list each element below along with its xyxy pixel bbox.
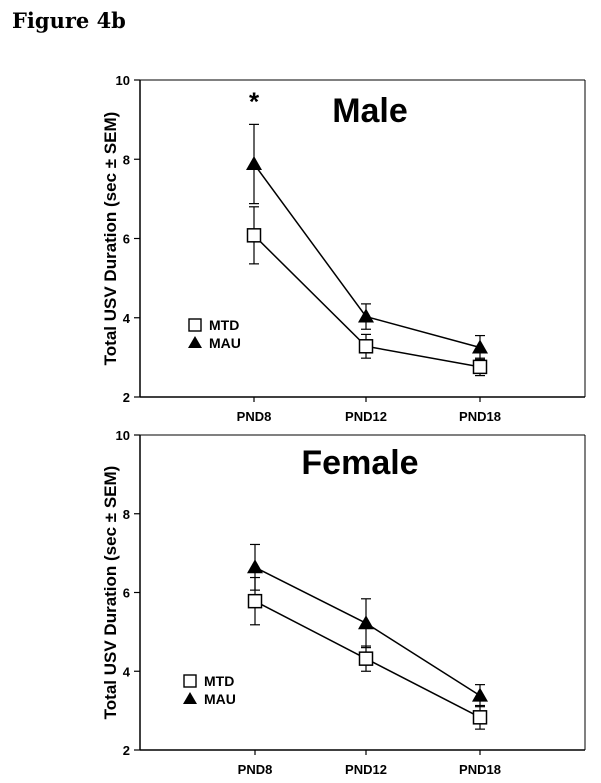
y-tick-label: 2 — [123, 390, 130, 405]
x-tick-label: PND12 — [345, 762, 387, 777]
data-point-mau — [358, 615, 374, 630]
legend-marker-mtd — [188, 318, 202, 332]
y-axis-label: Total USV Duration (sec ± SEM) — [101, 466, 120, 720]
y-tick-label: 6 — [123, 232, 130, 247]
data-point-mtd — [472, 710, 488, 725]
y-tick-label: 4 — [123, 664, 131, 679]
x-tick-label: PND12 — [345, 409, 387, 424]
data-point-mau — [358, 308, 374, 323]
y-tick-label: 8 — [123, 507, 130, 522]
y-tick-label: 8 — [123, 152, 130, 167]
figure-label: Figure 4b — [12, 8, 126, 33]
chart-title: Female — [301, 444, 418, 482]
y-tick-label: 2 — [123, 743, 130, 758]
y-tick-label: 4 — [123, 311, 131, 326]
significance-star: * — [249, 86, 260, 116]
legend-label-mau: MAU — [204, 691, 236, 707]
data-point-mtd — [358, 339, 374, 354]
y-axis-label: Total USV Duration (sec ± SEM) — [101, 112, 120, 366]
y-tick-label: 10 — [116, 428, 130, 443]
x-tick-label: PND8 — [238, 762, 273, 777]
data-point-mtd — [358, 651, 374, 666]
data-point-mau — [472, 339, 488, 354]
data-point-mau — [247, 559, 263, 574]
legend-label-mtd: MTD — [204, 673, 234, 689]
data-point-mtd — [472, 359, 488, 375]
legend-label-mtd: MTD — [209, 317, 239, 333]
chart-title: Male — [332, 92, 408, 130]
y-tick-label: 10 — [116, 73, 130, 88]
legend-marker-mau — [188, 336, 202, 348]
data-point-mtd — [247, 593, 263, 609]
legend-marker-mau — [183, 692, 197, 704]
series-line-mau — [254, 566, 481, 697]
x-tick-label: PND18 — [459, 762, 501, 777]
data-point-mau — [246, 156, 262, 171]
x-tick-label: PND8 — [237, 409, 272, 424]
data-point-mau — [472, 687, 488, 702]
legend-marker-mtd — [183, 674, 197, 688]
x-tick-label: PND18 — [459, 409, 501, 424]
data-point-mtd — [246, 228, 262, 243]
legend-label-mau: MAU — [209, 335, 241, 351]
y-tick-label: 6 — [123, 586, 130, 601]
